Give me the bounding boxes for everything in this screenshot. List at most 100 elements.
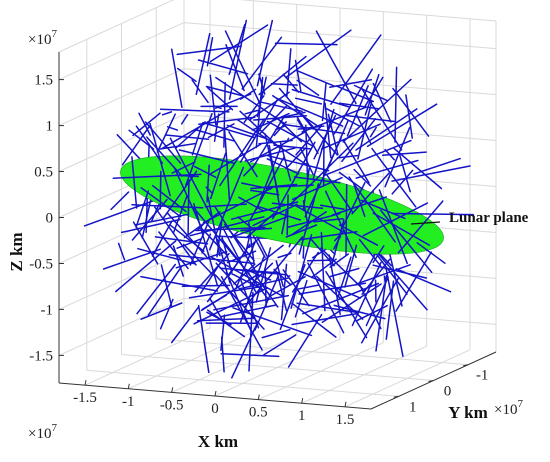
data-segment (159, 170, 162, 210)
data-segment (250, 189, 280, 196)
x-tick-label: 0 (211, 401, 219, 417)
data-segment (176, 238, 203, 249)
data-segment (191, 125, 203, 156)
data-segment (212, 104, 222, 110)
data-segment (279, 141, 292, 182)
data-segment (385, 267, 404, 357)
data-segment (185, 112, 213, 187)
data-segment (102, 248, 161, 270)
data-segment (315, 30, 357, 105)
data-segment (355, 108, 418, 151)
data-segment (313, 114, 337, 160)
data-segment (378, 254, 428, 311)
grid-line (58, 114, 185, 172)
grid-line (183, 22, 497, 50)
data-segment (154, 236, 209, 245)
z-tick-label: 0.5 (34, 165, 53, 181)
data-segment (146, 136, 183, 177)
data-segment (115, 240, 177, 293)
data-segment (132, 221, 159, 265)
data-segment (243, 95, 265, 124)
data-segment (321, 283, 382, 324)
data-segment (294, 97, 323, 105)
data-segment (287, 313, 323, 368)
data-segment (315, 275, 364, 320)
x-tick-mark (344, 401, 347, 407)
data-segment (273, 268, 292, 286)
x-tick-mark (301, 398, 304, 404)
data-segment (329, 267, 360, 278)
data-segment (224, 30, 262, 106)
x-tick-mark (84, 380, 87, 386)
data-segment (320, 231, 326, 312)
data-segment (232, 307, 313, 337)
data-segment (136, 263, 177, 315)
data-segment (276, 271, 288, 312)
data-segment (352, 182, 366, 218)
x-tick-mark (214, 390, 217, 397)
data-segment (178, 149, 235, 164)
data-segment (298, 282, 367, 295)
ticks-layer: 1.5 1 0.5 0 -0.5 -1 -1.5 -1.5 -1 -0.5 0 0.5 1 1.5 -1 0 1 (29, 73, 488, 428)
data-segment (288, 142, 354, 206)
data-segment (231, 323, 258, 379)
grid-line (86, 369, 399, 397)
data-segment (261, 328, 291, 339)
data-segment (272, 94, 318, 127)
data-segment (394, 66, 398, 143)
y-tick-mark (428, 380, 434, 382)
data-segment (264, 270, 267, 308)
data-segment (362, 202, 429, 237)
data-segment (172, 245, 184, 277)
data-segment (249, 91, 290, 120)
data-segment (325, 173, 354, 214)
data-segment (153, 206, 197, 266)
data-segment (181, 284, 231, 288)
grid-line (58, 22, 185, 81)
data-segment (135, 125, 164, 165)
data-segment (294, 279, 308, 318)
data-segment (270, 83, 299, 86)
data-segment (262, 252, 266, 258)
data-segment (291, 312, 359, 326)
data-segment (110, 191, 130, 211)
data-segment (182, 243, 214, 276)
data-segment (297, 125, 325, 130)
data-segment (197, 305, 210, 374)
data-segment (391, 169, 414, 195)
data-segment (149, 122, 171, 197)
x-tick-label: 0.5 (249, 405, 268, 421)
data-segment (208, 143, 262, 176)
grid-line (156, 338, 469, 366)
z-tick-label: 0 (46, 211, 54, 227)
data-segment (175, 174, 200, 178)
data-segment (220, 304, 277, 318)
data-segment (278, 87, 315, 130)
data-segment (213, 294, 290, 311)
data-segment (355, 264, 411, 285)
data-segment (223, 81, 226, 148)
data-segment (371, 147, 417, 208)
data-segment (302, 167, 310, 212)
data-segment (364, 73, 380, 116)
data-segment (330, 34, 382, 105)
data-segment (256, 76, 267, 118)
data-segment (208, 166, 245, 251)
data-segment (192, 206, 251, 276)
data-segment (201, 294, 227, 311)
data-segment (351, 261, 382, 327)
data-segment (384, 148, 396, 161)
data-segment (325, 120, 349, 173)
data-segment (256, 19, 274, 87)
data-segment (275, 97, 344, 127)
y-tick-label: 0 (444, 384, 452, 400)
data-segment (219, 267, 280, 274)
data-segment (391, 165, 471, 182)
data-segment (290, 211, 327, 236)
data-segment (281, 210, 288, 235)
data-segment (132, 112, 161, 137)
data-segment (397, 200, 444, 254)
data-segment (294, 59, 302, 92)
data-segment (296, 302, 359, 314)
